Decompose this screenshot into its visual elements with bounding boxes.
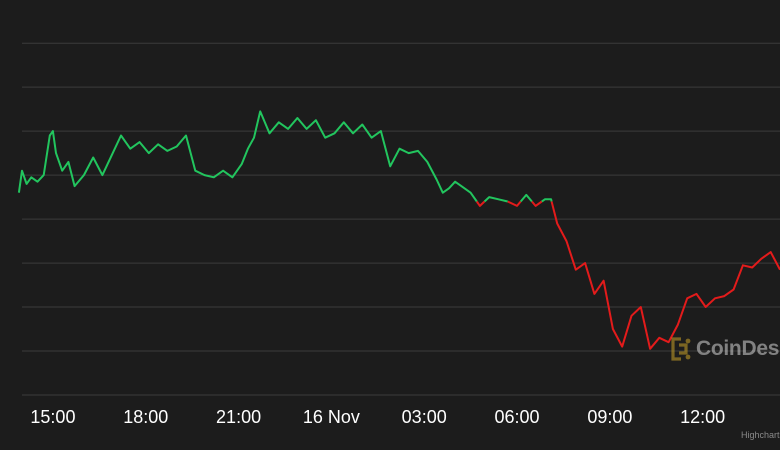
price-series [17,110,780,350]
x-tick-label: 09:00 [587,407,632,427]
series-segment-up [483,196,508,203]
series-segment-down [475,200,486,207]
grid-lines [22,42,780,396]
x-tick-label: 06:00 [494,407,539,427]
series-segment-up [541,198,553,203]
x-tick-label: 03:00 [402,407,447,427]
x-tick-label: 18:00 [123,407,168,427]
series-segment-up [519,193,533,203]
x-tick-label: 21:00 [216,407,261,427]
series-segment-down [531,200,543,207]
x-tick-label: 15:00 [30,407,75,427]
series-segment-down [550,201,780,350]
series-segment-down [507,200,522,207]
x-axis-tick-labels: 15:00 18:00 21:00 16 Nov 03:00 06:00 09:00 12:0… [30,407,725,427]
highcharts-credits[interactable]: Highcharts.com [741,430,780,440]
x-tick-label: 16 Nov [303,407,360,427]
series-segment-up [17,110,478,203]
x-tick-label: 12:00 [680,407,725,427]
